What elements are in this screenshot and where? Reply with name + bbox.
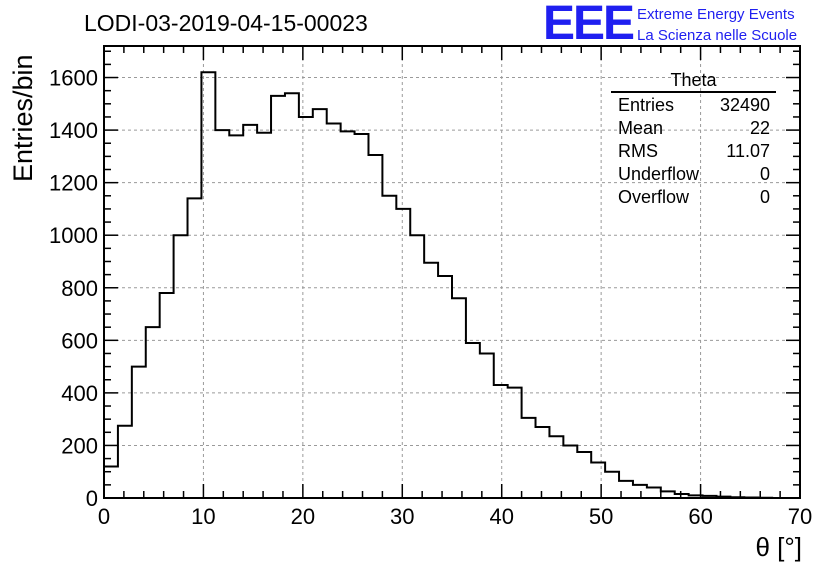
y-tick-label: 200 (61, 433, 98, 458)
stats-label: Underflow (618, 164, 700, 184)
y-tick-label: 1600 (49, 66, 98, 91)
x-tick-label: 40 (489, 504, 513, 529)
y-axis-label-text: Entries/bin (8, 54, 38, 182)
stats-label: RMS (618, 141, 658, 161)
stats-value: 0 (759, 187, 770, 207)
stats-label: Mean (618, 118, 664, 138)
stats-value: 0 (759, 164, 770, 184)
stats-value: 22 (749, 118, 770, 138)
x-tick-label: 30 (390, 504, 414, 529)
y-tick-label: 1200 (49, 171, 98, 196)
y-tick-label: 400 (61, 381, 98, 406)
stats-row-rms: RMS 11.07 (611, 140, 776, 163)
stats-value: 11.07 (726, 141, 770, 161)
stats-label: Entries (618, 95, 675, 115)
x-tick-label: 50 (589, 504, 613, 529)
x-tick-label: 20 (291, 504, 315, 529)
stats-row-overflow: Overflow 0 (611, 186, 776, 209)
axis-ticks (103, 46, 801, 499)
x-tick-label: 10 (191, 504, 215, 529)
chart-title: LODI-03-2019-04-15-00023 (84, 10, 368, 36)
stats-row-entries: Entries 32490 (611, 94, 776, 117)
stats-label: Overflow (618, 187, 690, 207)
stats-title: Theta (611, 70, 776, 93)
plot-frame (103, 45, 801, 499)
y-tick-label: 1400 (49, 118, 98, 143)
y-tick-label: 800 (61, 276, 98, 301)
logo-line-1: Extreme Energy Events (637, 6, 795, 23)
histogram-series (103, 71, 800, 499)
stats-value: 32490 (719, 95, 770, 115)
y-axis-label: Entries/bin (8, 54, 38, 182)
x-tick-label: 70 (788, 504, 812, 529)
x-tick-label: 60 (688, 504, 712, 529)
stats-row-mean: Mean 22 (611, 117, 776, 140)
stats-row-underflow: Underflow 0 (611, 163, 776, 186)
logo-line-2: La Scienza nelle Scuole (637, 27, 798, 44)
y-tick-label: 600 (61, 328, 98, 353)
x-tick-label: 0 (98, 504, 110, 529)
tick-labels: 0 10 20 30 40 50 60 70 0 200 400 600 800 1000 1200 1400… (49, 66, 812, 529)
stats-box: Theta Entries 32490 Mean 22 RMS 11.07 Un… (611, 70, 776, 209)
y-tick-label: 0 (86, 486, 98, 511)
eee-logo: EEE (543, 0, 635, 50)
y-tick-label: 1000 (49, 223, 98, 248)
x-axis-label: θ [°] (755, 532, 802, 562)
logo-tagline: Extreme Energy Events La Scienza nelle S… (637, 4, 797, 46)
